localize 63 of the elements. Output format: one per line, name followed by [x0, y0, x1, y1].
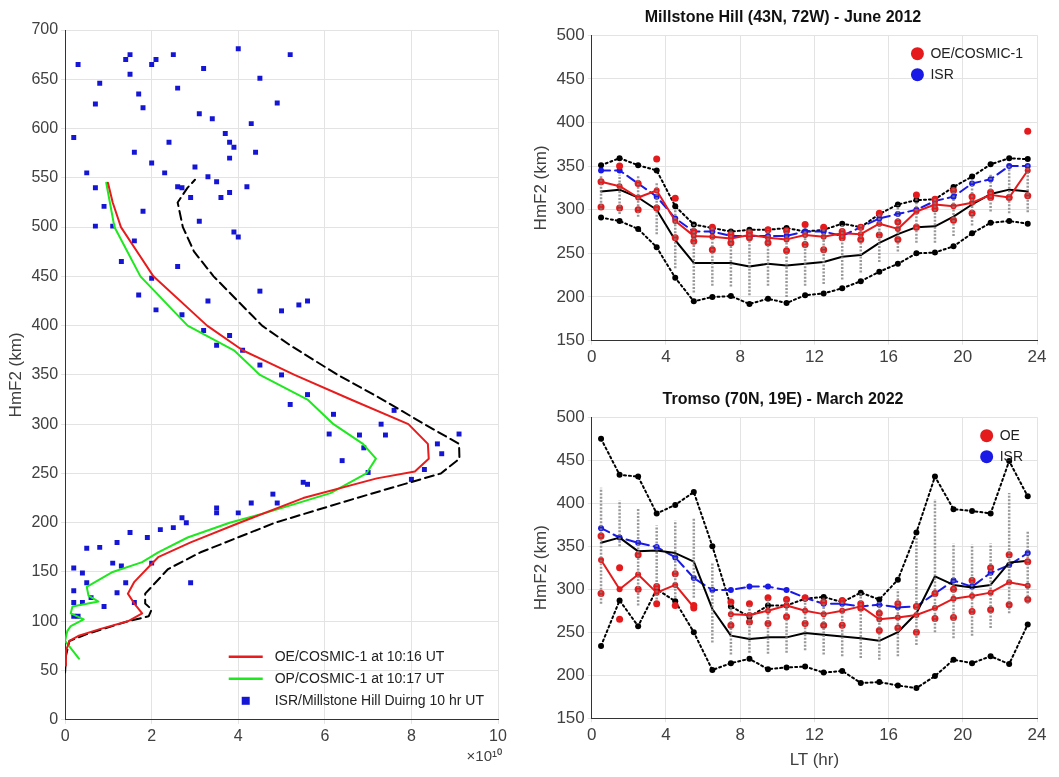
- x-tick-label: 20: [953, 725, 973, 745]
- y-tick-label: 450: [556, 449, 585, 469]
- legend-label: OE/COSMIC-1 at 10:16 UT: [274, 647, 445, 664]
- x-tick-label: 12: [804, 347, 824, 367]
- text: ×10¹⁰: [466, 747, 502, 765]
- y-tick-label: 350: [31, 365, 59, 383]
- y-tick-label: 500: [31, 217, 59, 235]
- y-tick-label: 150: [31, 562, 59, 580]
- x-tick-label: 16: [879, 347, 899, 367]
- y-tick-label: 650: [31, 69, 59, 87]
- y-tick-label: 350: [556, 535, 585, 555]
- legend-label: ISR: [999, 447, 1024, 464]
- y-tick-label: 300: [556, 199, 585, 219]
- y-axis-title: HmF2 (km): [530, 525, 550, 611]
- legend-label: ISR/Millstone Hill Duirng 10 hr UT: [274, 691, 485, 708]
- y-tick-label: 350: [556, 155, 585, 175]
- x-tick-label: 4: [233, 726, 243, 744]
- x-tick-label: 24: [1027, 725, 1047, 745]
- legend-label: OP/COSMIC-1 at 10:17 UT: [274, 669, 445, 686]
- y-tick-label: 0: [49, 710, 59, 728]
- x-tick-label: 8: [735, 347, 745, 367]
- x-tick-label: 4: [661, 347, 671, 367]
- y-tick-label: 200: [556, 286, 585, 306]
- chart-title: Tromso (70N, 19E) - March 2022: [662, 390, 904, 408]
- x-tick-label: 16: [879, 725, 899, 745]
- x-tick-label: 20: [953, 347, 973, 367]
- chart-title: Millstone Hill (43N, 72W) - June 2012: [644, 8, 922, 26]
- y-tick-label: 150: [556, 707, 585, 727]
- x-axis-title: LT (hr): [789, 750, 840, 770]
- y-tick-label: 250: [556, 621, 585, 641]
- y-tick-label: 150: [556, 330, 585, 350]
- x-tick-label: 8: [406, 726, 416, 744]
- y-tick-label: 450: [31, 266, 59, 284]
- x-tick-label: 2: [147, 726, 157, 744]
- y-axis-title: HmF2 (km): [5, 332, 25, 418]
- y-tick-label: 700: [31, 20, 59, 38]
- y-tick-label: 100: [31, 611, 59, 629]
- y-tick-label: 300: [31, 414, 59, 432]
- legend-label: OE/COSMIC-1: [930, 44, 1024, 61]
- y-tick-label: 450: [556, 68, 585, 88]
- y-tick-label: 200: [556, 664, 585, 684]
- y-tick-label: 200: [31, 513, 59, 531]
- x-tick-label: 10: [489, 726, 507, 744]
- y-tick-label: 400: [556, 492, 585, 512]
- legend-label: ISR: [930, 65, 954, 82]
- x-tick-label: 12: [804, 725, 824, 745]
- y-tick-label: 400: [556, 112, 585, 132]
- y-tick-label: 500: [556, 24, 585, 44]
- y-tick-label: 600: [31, 118, 59, 136]
- y-tick-label: 550: [31, 168, 59, 186]
- x-tick-label: 4: [661, 725, 671, 745]
- y-tick-label: 250: [31, 463, 59, 481]
- x-tick-label: 8: [735, 725, 745, 745]
- y-tick-label: 300: [556, 578, 585, 598]
- legend-label: OE: [999, 426, 1020, 443]
- y-tick-label: 250: [556, 243, 585, 263]
- x-tick-label: 6: [320, 726, 330, 744]
- x-tick-label: 0: [60, 726, 70, 744]
- y-axis-title: HmF2 (km): [530, 145, 550, 231]
- y-tick-label: 500: [556, 406, 585, 426]
- y-tick-label: 50: [40, 660, 59, 678]
- y-tick-label: 400: [31, 316, 59, 334]
- x-tick-label: 24: [1027, 347, 1047, 367]
